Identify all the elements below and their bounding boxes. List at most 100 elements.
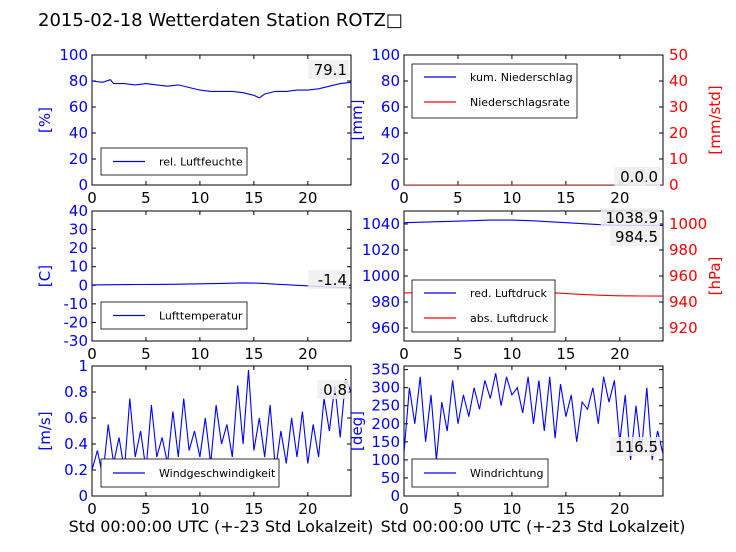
y2-tick-label: 960 [669, 267, 698, 285]
legend-label: kum. Niederschlag [470, 71, 573, 84]
x-tick-label: 5 [141, 500, 151, 518]
y-tick-label: 80 [381, 72, 400, 90]
y-tick-label: 40 [381, 124, 400, 142]
x-tick-label: 20 [610, 189, 629, 207]
value-annotation-bg [610, 437, 660, 456]
y-tick-label: 0 [390, 176, 400, 194]
y-axis-label: [m/s] [36, 411, 54, 450]
x-tick-label: 20 [298, 345, 317, 363]
value-annotation: 984.5 [615, 228, 658, 246]
y-tick-label: 0.8 [64, 383, 88, 401]
x-tick-label: 15 [244, 500, 263, 518]
x-tick-label: 5 [453, 189, 463, 207]
legend [100, 147, 248, 176]
x-tick-label: 0 [87, 500, 97, 518]
legend-label: rel. Luftfeuchte [159, 156, 243, 169]
x-tick-label: 5 [141, 189, 151, 207]
y-tick-label: 980 [371, 293, 400, 311]
value-annotation: 79.1 [314, 61, 347, 79]
x-tick-label: 10 [502, 500, 521, 518]
x-tick-label: 15 [244, 345, 263, 363]
series-line-1 [92, 79, 351, 99]
value-annotation: 0.0 [620, 168, 644, 186]
chart-panel-4: 0 5 10 15 20 960 980 1000 1020 1040 920 940 960 980 10… [362, 208, 724, 363]
chart-panel-5: 0 5 10 15 20 0 0.2 0.4 0.6 0.8 1 [m/s] Windgeschwind… [36, 357, 352, 518]
y-tick-label: -20 [64, 313, 89, 331]
legend-label: Niederschlagsrate [470, 96, 570, 109]
legend [411, 63, 578, 119]
y2-tick-label: 20 [669, 124, 688, 142]
y2-tick-label: 50 [669, 46, 688, 64]
y-tick-label: 0.6 [64, 409, 88, 427]
y-tick-label: 200 [371, 415, 400, 433]
x-tick-label: 15 [556, 500, 575, 518]
x-tick-label: 5 [453, 500, 463, 518]
y-axis-label: [mm] [348, 100, 366, 141]
y-tick-label: 0 [390, 487, 400, 505]
legend-label: Lufttemperatur [159, 310, 243, 323]
y-axis-label: [deg] [348, 411, 366, 451]
y-tick-label: 350 [371, 361, 400, 379]
x-tick-label: 0 [87, 189, 97, 207]
y-tick-label: 0 [78, 487, 88, 505]
x-tick-label: 10 [190, 345, 209, 363]
y-tick-label: -30 [64, 332, 89, 350]
chart-panel-6: 0 5 10 15 20050100150200250300350[deg]Windri… [348, 361, 664, 518]
x-tick-label: 0 [399, 345, 409, 363]
x-tick-label: 5 [453, 345, 463, 363]
x-tick-label: 0 [399, 500, 409, 518]
y-tick-label: 1020 [362, 241, 400, 259]
value-annotation-bg [610, 227, 660, 246]
x-tick-label: 20 [298, 500, 317, 518]
chart-panel-3: 0 5 10 15 20-30-20-10010203040[C]Lufttempera… [36, 202, 352, 363]
x-tick-label: 0 [399, 189, 409, 207]
y2-tick-label: 920 [669, 319, 698, 337]
y2-tick-label: 0 [669, 176, 679, 194]
y2-axis-label: [mm/std] [706, 85, 724, 154]
value-annotation: 0.8 [323, 381, 347, 399]
x-axis-label-left: Std 00:00:00 UTC (+-23 Std Lokalzeit) [69, 517, 374, 536]
chart-panel-1: 0 5 10 15 20 0 20 40 60 80 100 [%] rel. Luftfeuchte 7… [36, 46, 352, 207]
y-tick-label: 250 [371, 397, 400, 415]
x-tick-label: 10 [502, 189, 521, 207]
x-tick-label: 10 [502, 345, 521, 363]
y-tick-label: 0.4 [64, 435, 88, 453]
y-tick-label: 100 [371, 46, 400, 64]
y-tick-label: 1040 [362, 215, 400, 233]
value-annotation: 1038.9 [606, 209, 659, 227]
y2-axis-label: [hPa] [706, 257, 724, 296]
x-axis-label-right: Std 00:00:00 UTC (+-23 Std Lokalzeit) [381, 517, 686, 536]
x-tick-label: 10 [190, 500, 209, 518]
legend-label: abs. Luftdruck [470, 312, 549, 325]
figure-title: 2015-02-18 Wetterdaten Station ROTZ□ [38, 10, 403, 31]
value-annotation-bg [600, 208, 660, 227]
legend-label: red. Luftdruck [470, 287, 547, 300]
y2-tick-label: 1000 [669, 215, 707, 233]
y2-tick-label: 40 [669, 72, 688, 90]
series-line-1 [92, 369, 351, 477]
legend-label: Windgeschwindigkeit [159, 467, 276, 480]
x-tick-label: 5 [141, 345, 151, 363]
y-tick-label: 60 [69, 98, 88, 116]
x-tick-label: 20 [610, 345, 629, 363]
y-tick-label: 50 [381, 469, 400, 487]
x-tick-label: 20 [298, 189, 317, 207]
y-tick-label: 40 [69, 124, 88, 142]
value-annotation-bg [308, 270, 349, 289]
y-tick-label: 10 [69, 258, 88, 276]
y-tick-label: 0 [78, 276, 88, 294]
value-annotation: -1.4 [318, 271, 347, 289]
y-tick-label: 100 [371, 451, 400, 469]
y-tick-label: 1000 [362, 267, 400, 285]
x-tick-label: 15 [556, 189, 575, 207]
value-annotation-bg [317, 380, 349, 399]
x-tick-label: 20 [610, 500, 629, 518]
legend-label: Windrichtung [470, 467, 543, 480]
y-tick-label: 80 [69, 72, 88, 90]
y2-tick-label: 980 [669, 241, 698, 259]
y-tick-label: 0 [78, 176, 88, 194]
y-tick-label: 0.2 [64, 461, 88, 479]
chart-panel-2: 0 5 10 15 20 0 20 40 60 80 100 0 10 20 30 40 50 [mm] [mm/s… [348, 46, 724, 207]
value-annotation-bg [308, 60, 349, 79]
x-tick-label: 0 [87, 345, 97, 363]
